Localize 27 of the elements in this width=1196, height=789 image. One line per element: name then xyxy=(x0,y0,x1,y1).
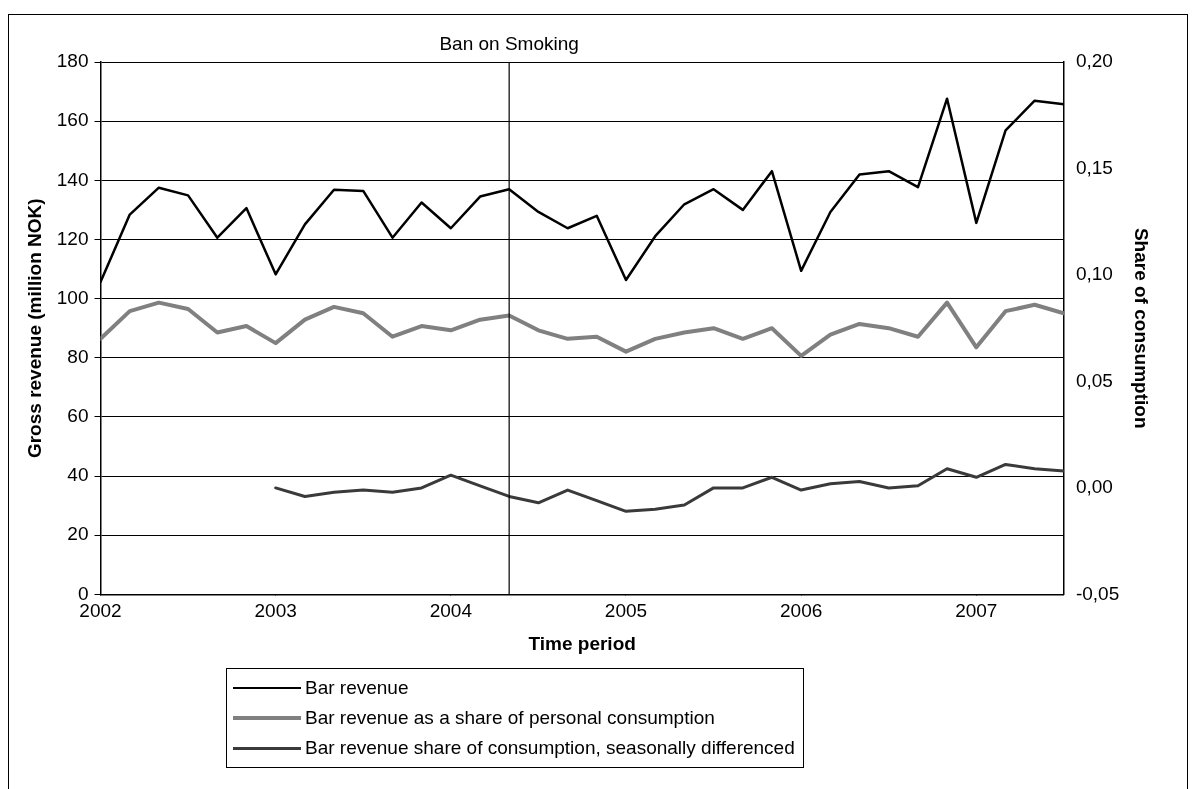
x-tick-label: 2007 xyxy=(955,600,998,622)
y-tick-label: 160 xyxy=(56,109,89,131)
x-axis-title: Time period xyxy=(528,632,636,654)
y2-axis-title: Share of consumption xyxy=(1131,227,1153,429)
y2-tick-label: 0,10 xyxy=(1075,263,1113,285)
y2-tick-label: 0,00 xyxy=(1075,476,1113,498)
legend-label: Bar revenue xyxy=(305,677,409,699)
y-tick-label: 60 xyxy=(67,405,89,427)
y-tick-label: 20 xyxy=(67,523,89,545)
legend-label: Bar revenue as a share of personal consumption xyxy=(305,707,715,729)
x-tick-label: 2005 xyxy=(604,600,648,622)
y2-tick-label: 0,05 xyxy=(1075,369,1113,391)
x-tick-label: 2006 xyxy=(780,600,823,622)
y2-tick-label: -0,05 xyxy=(1075,582,1120,604)
y-tick-label: 180 xyxy=(56,50,89,72)
y-tick-label: 80 xyxy=(67,346,89,368)
y-tick-label: 40 xyxy=(67,464,89,486)
y-tick-label: 140 xyxy=(56,168,89,190)
y-tick-label: 100 xyxy=(56,286,89,308)
x-tick-label: 2003 xyxy=(254,600,297,622)
y-tick-label: 120 xyxy=(56,227,89,249)
y2-tick-label: 0,20 xyxy=(1075,50,1113,72)
legend-label: Bar revenue share of consumption, seasonally differenced xyxy=(305,737,795,759)
y-axis-title: Gross revenue (million NOK) xyxy=(23,198,45,459)
ref-line-label: Ban on Smoking xyxy=(439,32,579,54)
y2-tick-label: 0,15 xyxy=(1075,156,1113,178)
x-tick-label: 2004 xyxy=(429,600,473,622)
